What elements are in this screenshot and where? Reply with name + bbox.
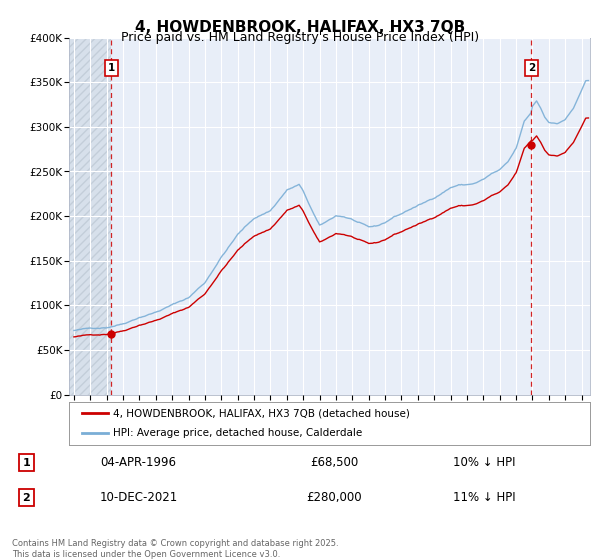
Text: 2: 2 — [528, 63, 535, 73]
Bar — [69, 38, 111, 395]
Text: 2: 2 — [23, 493, 30, 503]
Text: 1: 1 — [23, 458, 30, 468]
Text: 10% ↓ HPI: 10% ↓ HPI — [453, 456, 515, 469]
Text: 4, HOWDENBROOK, HALIFAX, HX3 7QB: 4, HOWDENBROOK, HALIFAX, HX3 7QB — [135, 20, 465, 35]
Text: Price paid vs. HM Land Registry's House Price Index (HPI): Price paid vs. HM Land Registry's House … — [121, 31, 479, 44]
Text: £280,000: £280,000 — [307, 491, 362, 505]
Text: HPI: Average price, detached house, Calderdale: HPI: Average price, detached house, Cald… — [113, 428, 362, 438]
Text: 4, HOWDENBROOK, HALIFAX, HX3 7QB (detached house): 4, HOWDENBROOK, HALIFAX, HX3 7QB (detach… — [113, 408, 410, 418]
Text: 10-DEC-2021: 10-DEC-2021 — [100, 491, 178, 505]
Text: Contains HM Land Registry data © Crown copyright and database right 2025.
This d: Contains HM Land Registry data © Crown c… — [12, 539, 338, 559]
Text: 11% ↓ HPI: 11% ↓ HPI — [453, 491, 515, 505]
Text: £68,500: £68,500 — [310, 456, 359, 469]
Text: 04-APR-1996: 04-APR-1996 — [101, 456, 177, 469]
Text: 1: 1 — [107, 63, 115, 73]
